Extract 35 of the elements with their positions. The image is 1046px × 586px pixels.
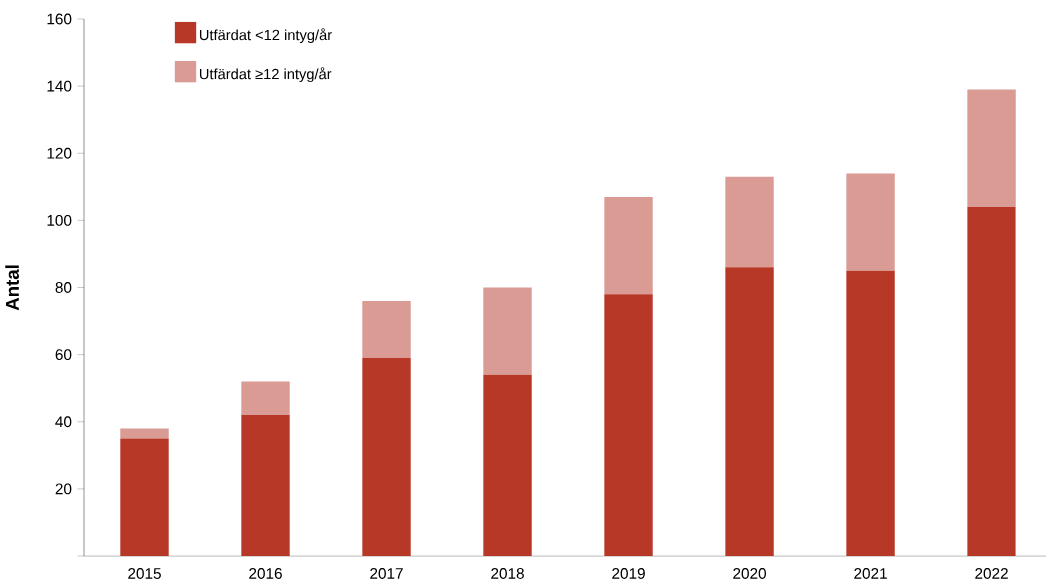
bar [483,287,532,375]
y-tick-label: 140 [47,80,72,92]
bar [120,438,169,556]
bar [967,206,1016,556]
x-tick-label: 2020 [733,568,766,579]
bar [241,415,290,556]
bar [362,357,411,556]
y-tick-label: 160 [47,13,72,25]
bar [604,196,653,295]
x-tick-label: 2018 [491,568,524,579]
bar [846,173,895,271]
y-tick-label: 20 [55,483,72,495]
bar [725,267,774,556]
y-axis-title: Antal [5,265,19,311]
x-tick-label: 2019 [612,568,645,579]
bar [120,428,169,439]
y-tick-label: 40 [55,416,72,428]
bar [846,270,895,556]
y-tick-label: 100 [47,214,72,226]
y-tick-label: 120 [47,147,72,159]
bar [967,89,1016,207]
legend-label: Utfärdat ≥12 intyg/år [199,67,332,83]
bar [725,176,774,268]
legend-label: Utfärdat <12 intyg/år [199,28,332,44]
x-tick-label: 2021 [854,568,887,579]
y-tick-label: 60 [55,349,72,361]
x-tick-label: 2022 [975,568,1008,579]
bar [241,381,290,416]
x-tick-label: 2016 [249,568,282,579]
bar [362,300,411,358]
y-tick-label: 80 [55,282,72,293]
x-tick-label: 2015 [128,568,161,579]
bar [483,374,532,556]
bar [604,294,653,556]
x-tick-label: 2017 [370,568,403,579]
